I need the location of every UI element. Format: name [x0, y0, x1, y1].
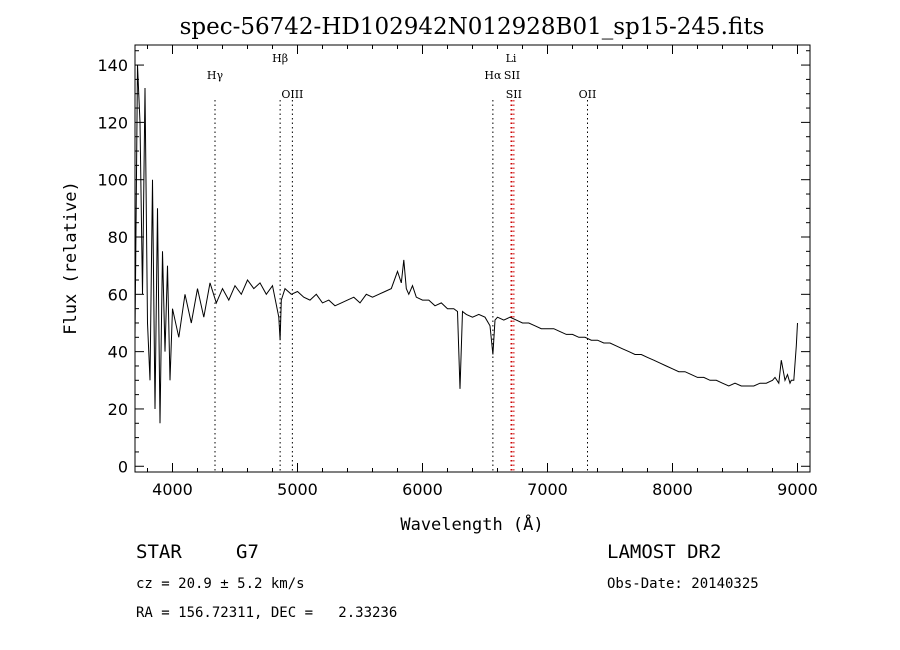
- y-tick-label: 140: [97, 56, 128, 75]
- spectral-line-label: OIII: [281, 88, 303, 101]
- spectral-line-label: Li: [506, 52, 517, 65]
- y-tick-label: 100: [97, 171, 128, 190]
- y-tick-label: 0: [118, 457, 128, 476]
- y-axis: 0 20 40 60 80 100 120 140: [97, 50, 810, 476]
- x-tick-label: 9000: [777, 480, 818, 499]
- x-tick-label: 6000: [402, 480, 443, 499]
- object-subclass: G7: [236, 541, 259, 563]
- x-axis-label: Wavelength (Å): [400, 513, 543, 535]
- y-tick-label: 60: [108, 285, 128, 304]
- spectral-line-label: Hγ: [207, 69, 224, 82]
- spectrum-series: [134, 65, 798, 424]
- x-tick-label: 7000: [527, 480, 568, 499]
- y-tick-label: 20: [108, 400, 128, 419]
- observation-date: Obs-Date: 20140325: [607, 576, 759, 592]
- object-class: STAR: [136, 541, 182, 563]
- emission-lines: Hγ Hβ OIII Hα Li SII SII OII: [207, 52, 596, 472]
- spectral-line-label: Hβ: [272, 52, 288, 65]
- x-tick-label: 8000: [652, 480, 693, 499]
- x-tick-label: 4000: [152, 480, 193, 499]
- y-tick-label: 120: [97, 113, 128, 132]
- survey-name: LAMOST DR2: [607, 541, 722, 563]
- y-tick-label: 80: [108, 228, 128, 247]
- spectral-line-label: Hα: [484, 69, 502, 82]
- redshift-value: cz = 20.9 ± 5.2 km/s: [136, 576, 305, 592]
- plot-frame: [134, 44, 811, 473]
- chart-title: spec-56742-HD102942N012928B01_sp15-245.f…: [180, 14, 765, 40]
- spectral-line-label: SII: [504, 69, 520, 82]
- y-axis-label: Flux (relative): [61, 181, 81, 335]
- spectral-line-label: OII: [579, 88, 597, 101]
- y-tick-label: 40: [108, 343, 128, 362]
- spectral-line-label: SII: [506, 88, 522, 101]
- x-axis: 4000 5000 6000 7000 8000 9000: [147, 45, 818, 499]
- coordinates: RA = 156.72311, DEC = 2.33236: [136, 605, 398, 621]
- x-tick-label: 5000: [277, 480, 318, 499]
